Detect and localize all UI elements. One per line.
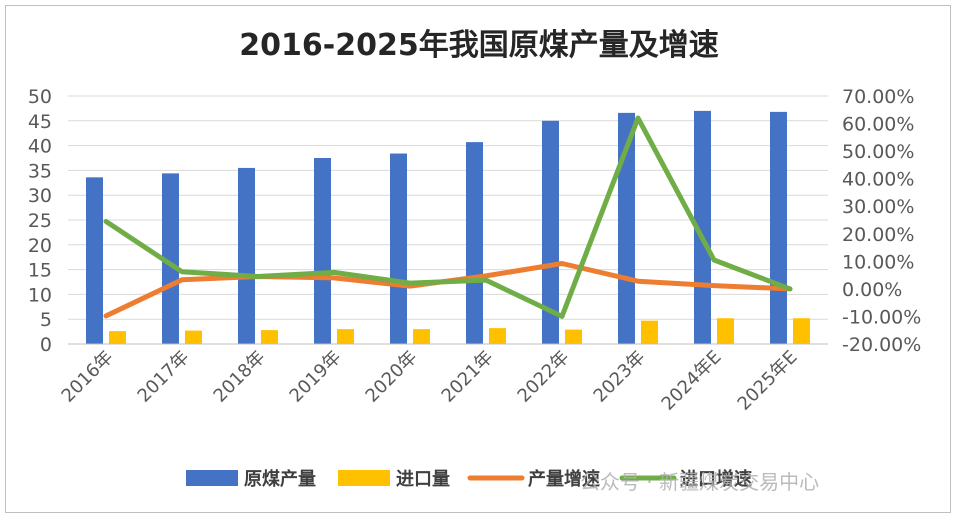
bar-production xyxy=(162,173,179,344)
left-tick-label: 0 xyxy=(40,334,52,356)
x-tick-label: 2017年 xyxy=(134,347,194,407)
bar-production xyxy=(86,177,103,344)
left-tick-label: 5 xyxy=(40,309,52,331)
left-tick-label: 20 xyxy=(28,235,52,257)
left-tick-label: 40 xyxy=(28,136,52,158)
line-import-growth xyxy=(103,115,793,319)
legend: 原煤产量 进口量 产量增速 进口增速 xyxy=(186,468,752,490)
bar-production xyxy=(238,167,255,344)
watermark: 公众号 · 新疆煤炭交易中心 xyxy=(580,470,819,494)
x-tick-label: 2019年 xyxy=(286,347,346,407)
bar-production xyxy=(618,112,635,344)
x-tick-label: 2016年 xyxy=(58,347,118,407)
legend-swatch xyxy=(338,470,390,486)
right-tick-label: -20.00% xyxy=(842,334,921,356)
left-tick-label: 25 xyxy=(28,210,52,232)
chart-title: 2016-2025年我国原煤产量及增速 xyxy=(239,28,719,63)
right-tick-label: 30.00% xyxy=(842,196,914,218)
x-tick-label: 2024年E xyxy=(658,347,726,415)
left-tick-label: 45 xyxy=(28,111,52,133)
x-axis-ticks: 2016年 2017年 2018年 2019年 2020年 2021年 2022年 2023年… xyxy=(58,343,828,415)
bar-production xyxy=(466,142,483,344)
bar-import xyxy=(185,330,202,344)
bar-production xyxy=(542,120,559,344)
left-tick-label: 10 xyxy=(28,284,52,306)
bar-production xyxy=(770,111,787,344)
right-tick-label: 40.00% xyxy=(842,169,914,191)
x-tick-label: 2022年 xyxy=(514,347,574,407)
right-tick-label: -10.00% xyxy=(842,306,921,328)
x-tick-label: 2020年 xyxy=(362,347,422,407)
bar-import xyxy=(641,320,658,344)
bar-import xyxy=(413,329,430,344)
bar-import xyxy=(261,330,278,344)
bar-production xyxy=(390,153,407,344)
bar-import xyxy=(565,329,582,344)
x-tick-label: 2025年E xyxy=(734,347,802,415)
left-tick-label: 35 xyxy=(28,160,52,182)
x-tick-label: 2018年 xyxy=(210,347,270,407)
left-tick-label: 15 xyxy=(28,260,52,282)
legend-label: 原煤产量 xyxy=(244,468,316,490)
left-tick-label: 50 xyxy=(28,86,52,108)
right-tick-label: 70.00% xyxy=(842,86,914,108)
bar-import xyxy=(109,331,126,344)
bar-import xyxy=(337,329,354,344)
x-tick-label: 2021年 xyxy=(438,347,498,407)
bar-import xyxy=(793,318,810,344)
right-tick-label: 10.00% xyxy=(842,251,914,273)
right-tick-label: 50.00% xyxy=(842,141,914,163)
bar-import xyxy=(489,328,506,344)
legend-label: 进口增速 xyxy=(680,468,752,490)
gridlines xyxy=(68,95,828,345)
left-tick-label: 30 xyxy=(28,185,52,207)
line-series xyxy=(103,115,793,319)
right-tick-label: 20.00% xyxy=(842,224,914,246)
x-tick-label: 2023年 xyxy=(590,347,650,407)
legend-label: 产量增速 xyxy=(528,468,600,490)
legend-swatch xyxy=(186,470,238,486)
bar-import xyxy=(717,318,734,344)
bar-production xyxy=(314,158,331,344)
right-tick-label: 60.00% xyxy=(842,114,914,136)
right-tick-label: 0.00% xyxy=(842,279,902,301)
legend-label: 进口量 xyxy=(396,468,450,490)
right-axis-ticks: -20.00% -10.00% 0.00% 10.00% 20.00% 30.00% 40.… xyxy=(842,86,921,356)
